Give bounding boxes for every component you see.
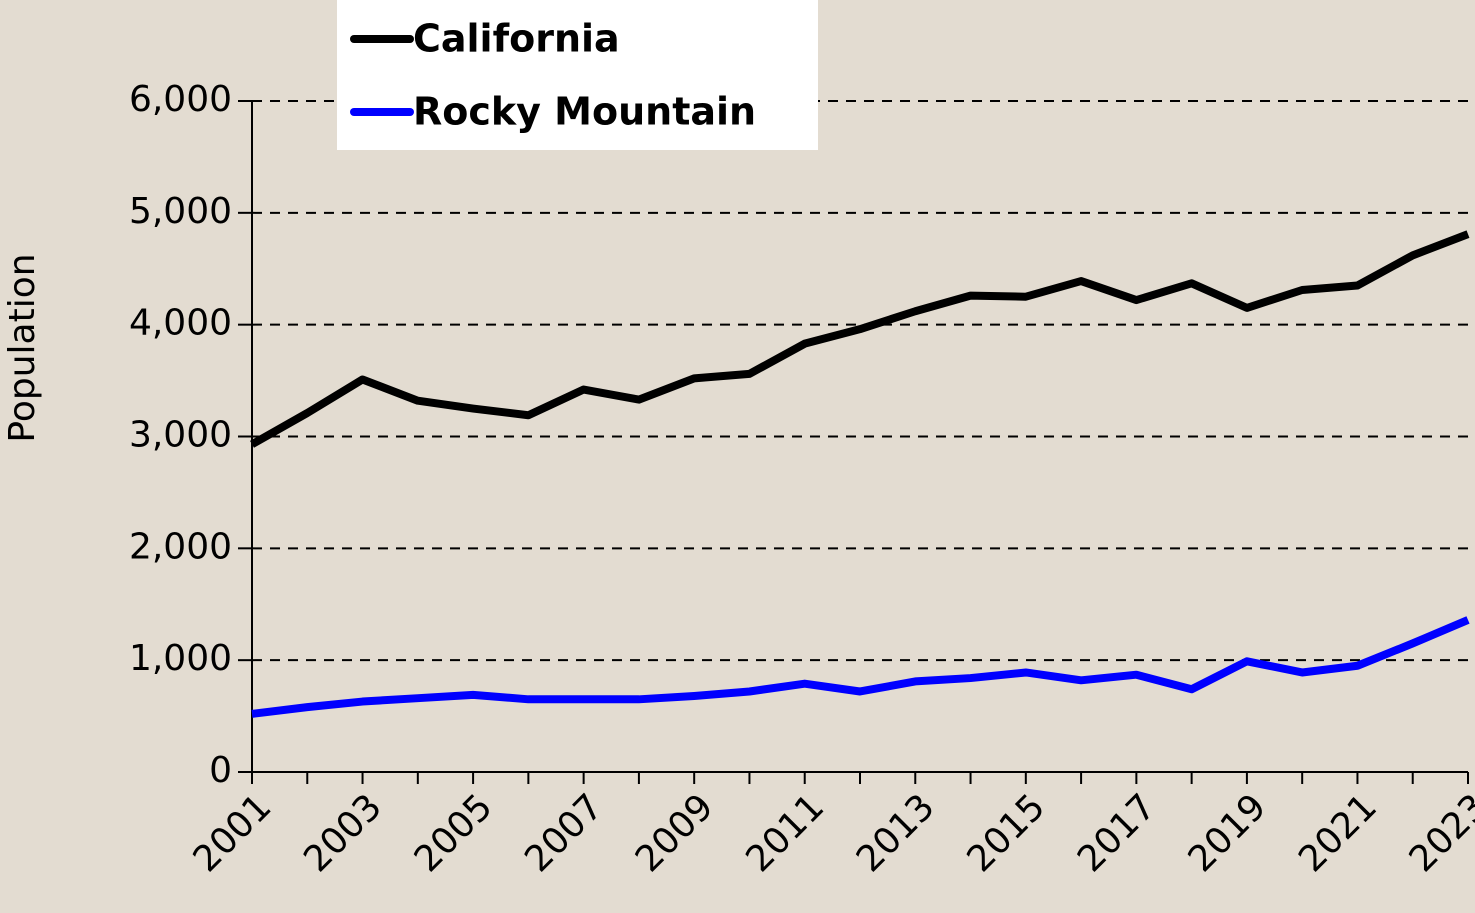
legend-label: Rocky Mountain	[413, 90, 756, 134]
y-tick-label: 3,000	[129, 415, 232, 456]
legend-box	[337, 0, 818, 150]
legend-label: California	[413, 17, 620, 61]
y-tick-label: 0	[209, 750, 232, 791]
y-axis-label: Population	[2, 253, 43, 442]
line-series	[251, 616, 1470, 718]
y-tick-label: 5,000	[129, 191, 232, 232]
line-series	[250, 230, 1470, 448]
y-tick-label: 4,000	[129, 303, 232, 344]
y-tick-label: 1,000	[129, 638, 232, 679]
y-tick-label: 6,000	[129, 79, 232, 120]
y-tick-label: 2,000	[129, 526, 232, 567]
